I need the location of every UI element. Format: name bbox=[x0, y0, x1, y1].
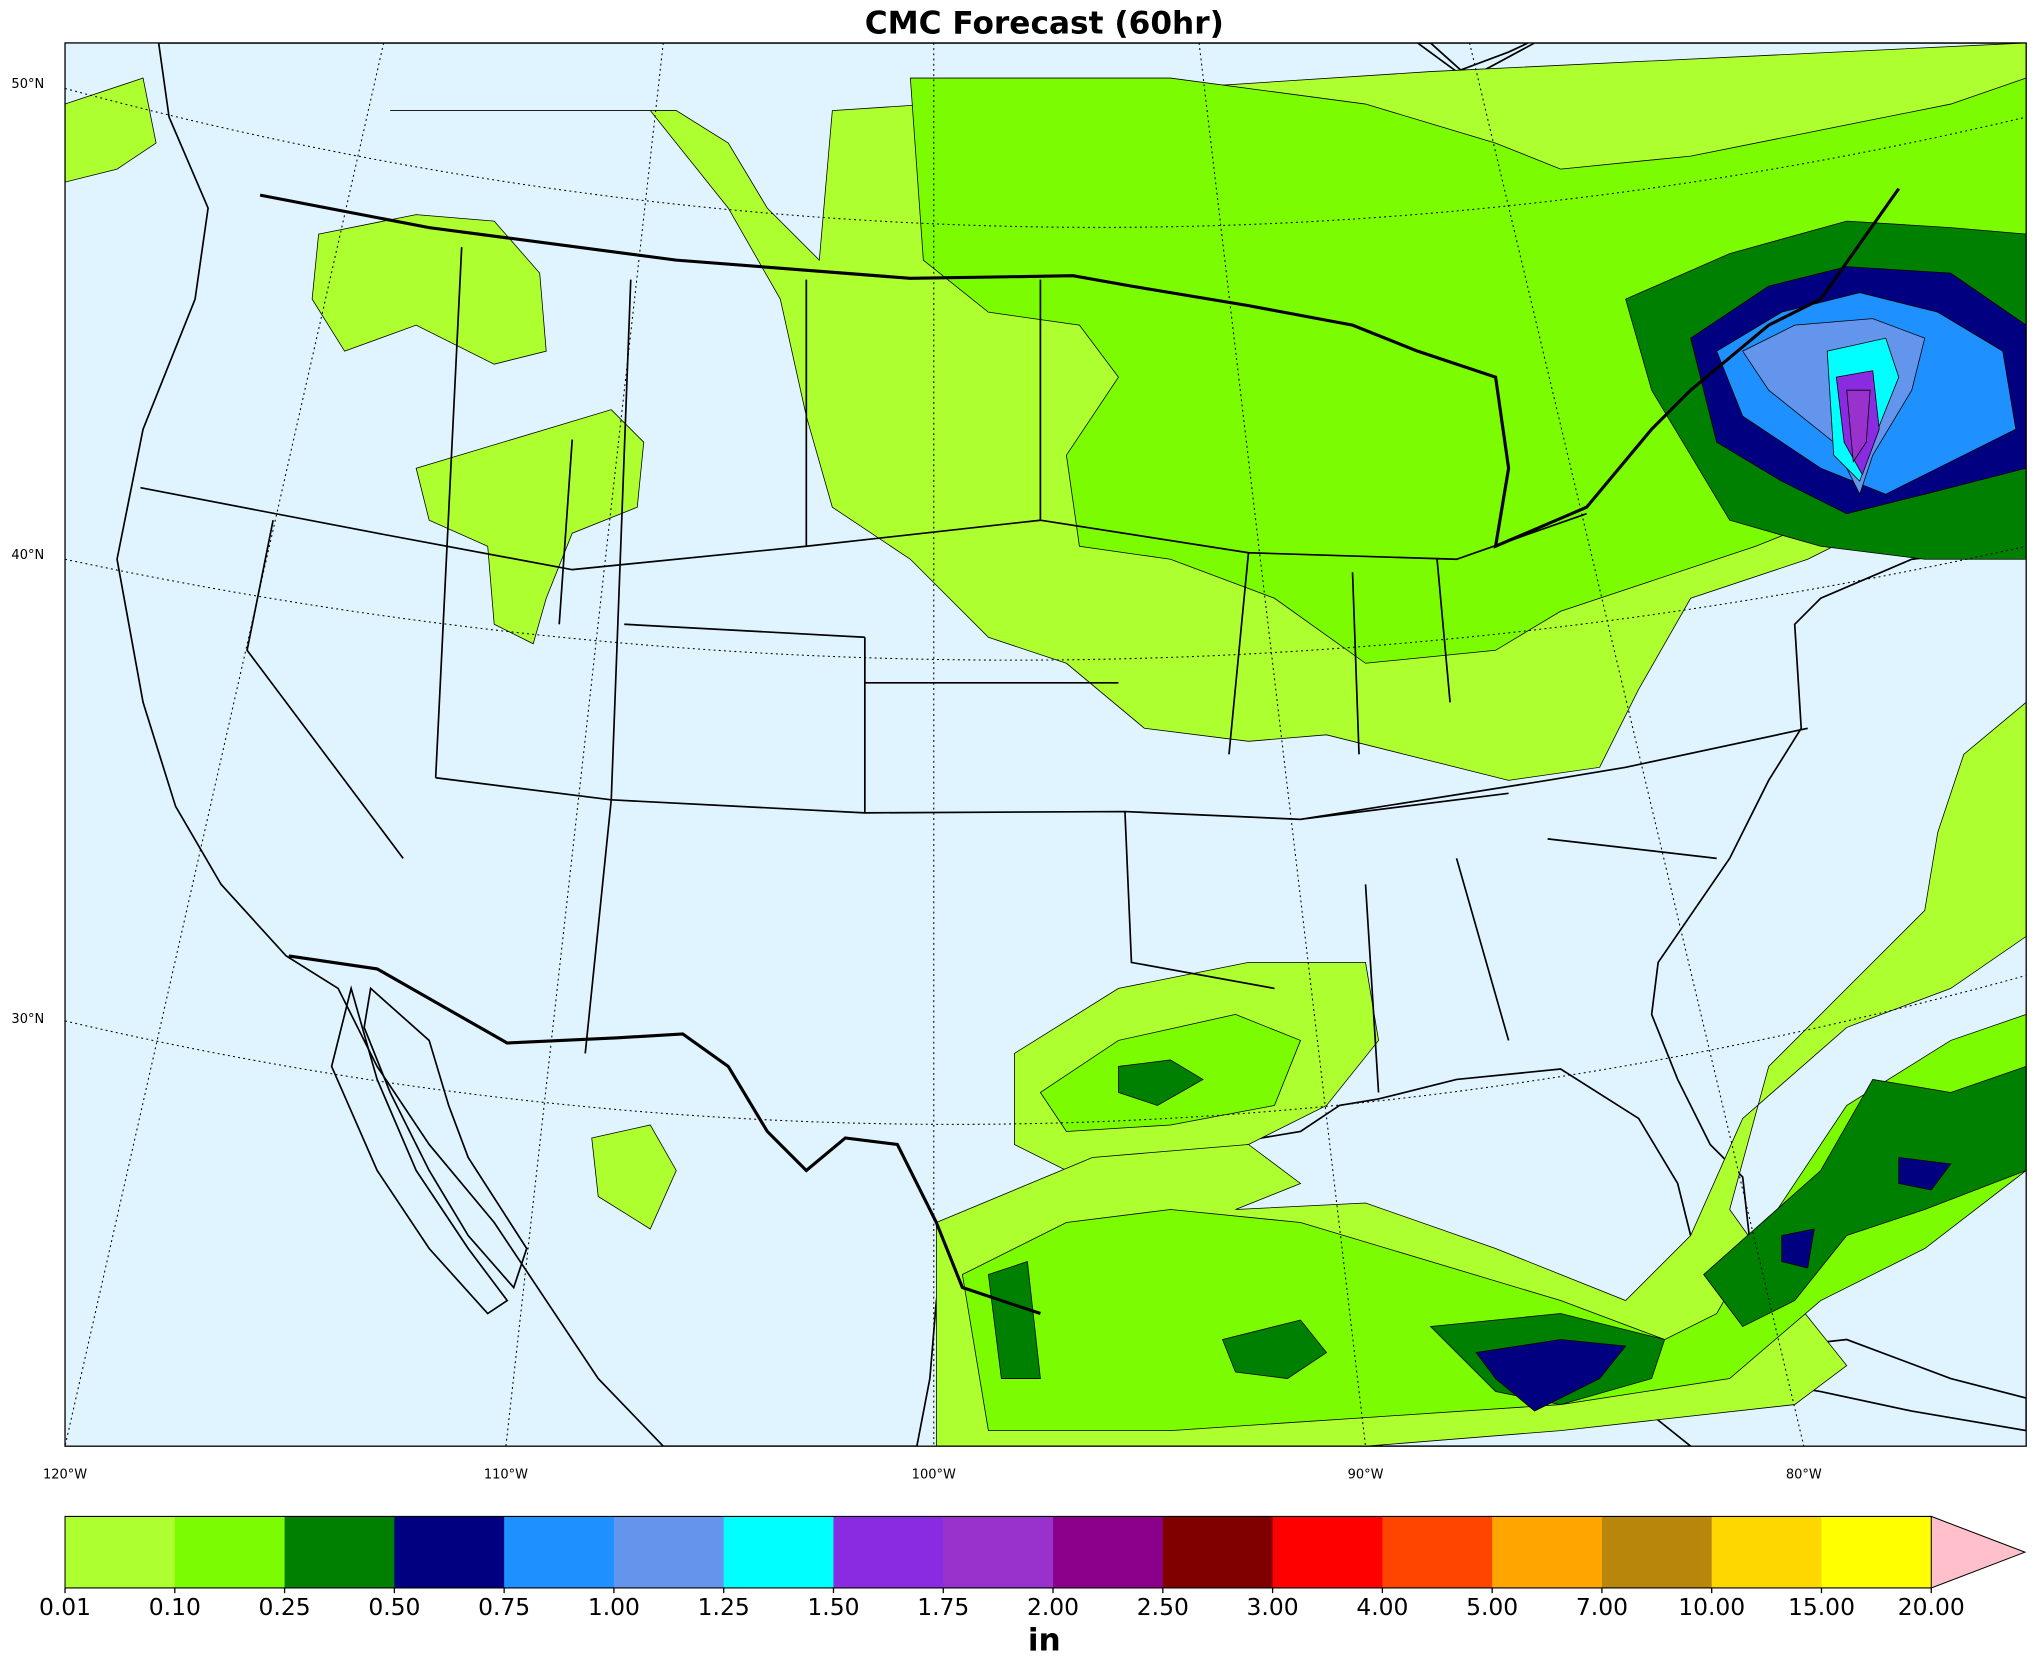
colorbar-tick-label: 3.00 bbox=[1247, 1593, 1299, 1621]
precip-area bbox=[591, 1124, 677, 1230]
colorbar-tick-label: 15.00 bbox=[1788, 1593, 1855, 1621]
colorbar-segment bbox=[1711, 1516, 1823, 1588]
colorbar-tick-label: 5.00 bbox=[1466, 1593, 1518, 1621]
baja bbox=[330, 985, 509, 1315]
colorbar-tick-label: 0.10 bbox=[149, 1593, 201, 1621]
precip-area bbox=[1898, 1157, 1952, 1191]
colorbar-segment bbox=[1492, 1516, 1603, 1588]
precip-area bbox=[987, 1260, 1041, 1379]
colorbar-segment bbox=[613, 1516, 725, 1588]
colorbar-tick-label: 0.75 bbox=[478, 1593, 530, 1621]
colorbar-tick-label: 1.25 bbox=[698, 1593, 750, 1621]
precip-area bbox=[65, 77, 157, 183]
map-frame bbox=[64, 42, 2027, 1447]
hudson bbox=[1416, 42, 1529, 73]
colorbar-extend bbox=[1930, 1515, 2027, 1589]
map-area bbox=[65, 42, 2027, 1447]
colorbar-segment bbox=[1601, 1516, 1713, 1588]
lon-label: 100°W bbox=[912, 1467, 956, 1482]
colorbar-segment bbox=[174, 1516, 286, 1588]
gulf-of-california bbox=[363, 986, 528, 1290]
colorbar-unit: in bbox=[1028, 1622, 1061, 1658]
precip-area bbox=[1221, 1319, 1328, 1379]
precip-area bbox=[1781, 1228, 1815, 1269]
colorbar-tick-label: 4.00 bbox=[1356, 1593, 1408, 1621]
colorbar-tick-label: 2.00 bbox=[1027, 1593, 1079, 1621]
graticule bbox=[65, 42, 2027, 1447]
colorbar-tick-label: 2.50 bbox=[1137, 1593, 1189, 1621]
precip-area bbox=[415, 409, 645, 645]
graticule-line bbox=[1469, 42, 1805, 1447]
land bbox=[116, 42, 2027, 1447]
precip-area bbox=[1118, 1059, 1204, 1106]
graticule-line bbox=[65, 42, 385, 1447]
colorbar-segment bbox=[394, 1516, 505, 1588]
lat-label: 30°N bbox=[11, 1012, 44, 1027]
map-title: CMC Forecast (60hr) bbox=[865, 6, 1224, 42]
precip-area bbox=[1475, 1339, 1627, 1412]
graticule-line bbox=[505, 42, 664, 1447]
colorbar-tick-label: 7.00 bbox=[1576, 1593, 1628, 1621]
colorbar-segment bbox=[65, 1516, 176, 1588]
colorbar-tick-label: 20.00 bbox=[1898, 1593, 1965, 1621]
lat-label: 40°N bbox=[11, 548, 44, 563]
lat-label: 50°N bbox=[11, 77, 44, 92]
lon-label: 120°W bbox=[43, 1467, 87, 1482]
colorbar-segment bbox=[1272, 1516, 1384, 1588]
lat-labels: 50°N 40°N 30°N bbox=[11, 77, 44, 1027]
colorbar-segment bbox=[1821, 1516, 1932, 1588]
colorbar-tick-label: 0.01 bbox=[39, 1593, 91, 1621]
graticule-line bbox=[65, 545, 2027, 661]
colorbar-tick-label: 0.50 bbox=[368, 1593, 420, 1621]
lon-label: 90°W bbox=[1348, 1467, 1384, 1482]
mexico-border bbox=[288, 954, 1041, 1316]
canada-border bbox=[259, 187, 1901, 549]
colorbar-segment bbox=[504, 1516, 615, 1588]
colorbar-segment bbox=[284, 1516, 396, 1588]
lon-labels: 120°W 110°W 100°W 90°W 80°W bbox=[43, 1467, 1822, 1482]
colorbar-outline bbox=[64, 1515, 1932, 1589]
state-lines bbox=[140, 247, 1808, 1093]
precip-area bbox=[1846, 389, 1871, 463]
graticule-line bbox=[1198, 42, 1367, 1447]
colorbar-segment bbox=[1053, 1516, 1164, 1588]
precip-area bbox=[961, 1014, 2027, 1431]
colorbar-segment bbox=[723, 1516, 835, 1588]
colorbar-tick-label: 1.00 bbox=[588, 1593, 640, 1621]
precip-area bbox=[311, 214, 547, 365]
colorbar-segment bbox=[833, 1516, 944, 1588]
colorbar-tick-label: 10.00 bbox=[1678, 1593, 1745, 1621]
colorbar-tick-label: 1.75 bbox=[917, 1593, 969, 1621]
graticule-line bbox=[65, 974, 2027, 1125]
colorbar-segment bbox=[943, 1516, 1054, 1588]
colorbar-tick-label: 1.50 bbox=[807, 1593, 859, 1621]
lon-label: 80°W bbox=[1786, 1467, 1822, 1482]
colorbar: 0.01 0.10 0.25 0.50 0.75 1.00 1.25 1.50 1.75 2.00… bbox=[39, 1515, 2027, 1621]
precip-field bbox=[65, 42, 2027, 1447]
colorbar-segment bbox=[1162, 1516, 1274, 1588]
colorbar-tick-label: 0.25 bbox=[259, 1593, 311, 1621]
colorbar-segment bbox=[1382, 1516, 1493, 1588]
borders bbox=[140, 187, 1901, 1316]
lon-label: 110°W bbox=[484, 1467, 528, 1482]
graticule-line bbox=[65, 87, 2027, 228]
